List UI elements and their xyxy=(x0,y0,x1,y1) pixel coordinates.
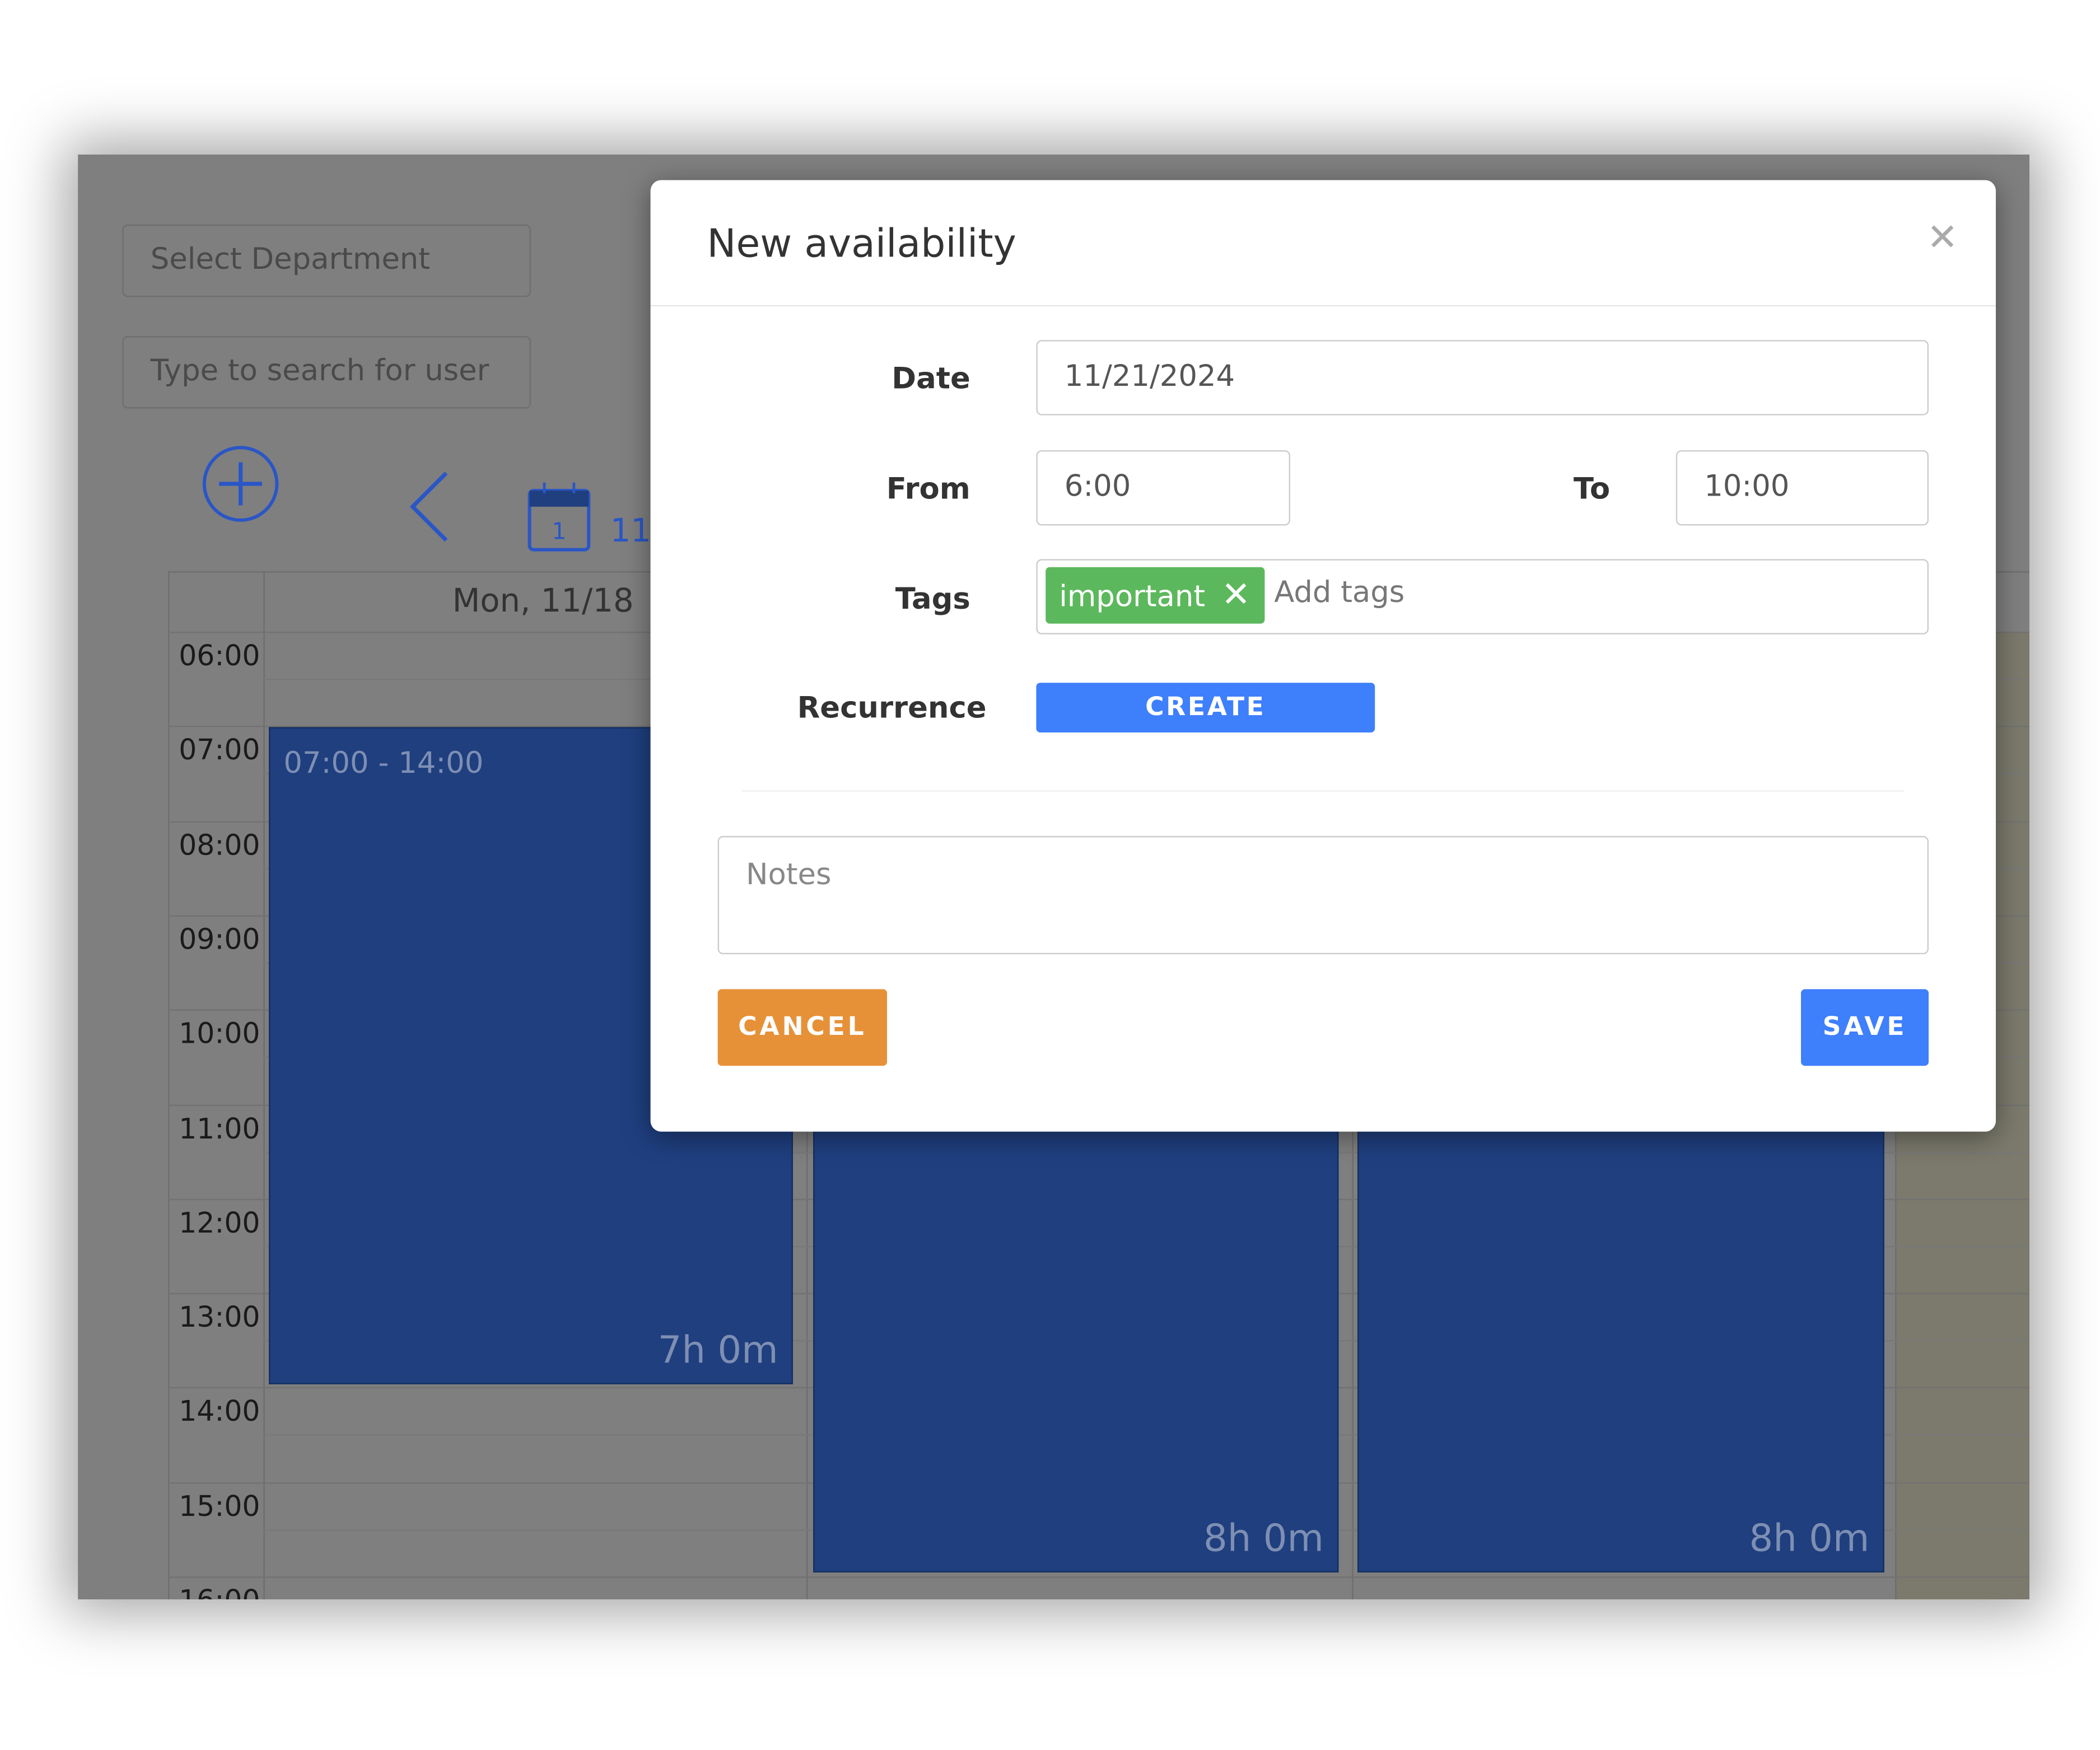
date-input[interactable]: 11/21/2024 xyxy=(1036,340,1929,415)
tag-label: important xyxy=(1059,581,1205,614)
from-label: From xyxy=(785,473,970,507)
hour-label: 07:00 xyxy=(179,734,260,767)
event-duration: 8h 0m xyxy=(1749,1516,1869,1560)
date-label: Date xyxy=(785,363,970,396)
hour-label: 16:00 xyxy=(179,1585,260,1599)
new-availability-dialog: New availability ✕ Date 11/21/2024 From … xyxy=(651,180,1996,1132)
hour-label: 09:00 xyxy=(179,923,260,956)
close-icon[interactable]: ✕ xyxy=(1926,215,1958,259)
divider xyxy=(742,790,1905,791)
chevron-left-icon[interactable] xyxy=(406,469,454,544)
svg-text:1: 1 xyxy=(552,517,566,544)
event-time-range: 07:00 - 14:00 xyxy=(283,747,483,781)
hour-label: 10:00 xyxy=(179,1018,260,1050)
hour-label: 11:00 xyxy=(179,1112,260,1145)
remove-tag-icon[interactable]: ✕ xyxy=(1221,575,1250,615)
grid-line xyxy=(263,571,264,1599)
hour-line xyxy=(168,1576,2029,1578)
to-label: To xyxy=(1511,473,1611,507)
save-button[interactable]: SAVE xyxy=(1801,989,1929,1066)
notes-textarea[interactable]: Notes xyxy=(718,836,1929,954)
add-tags-placeholder: Add tags xyxy=(1274,558,1404,631)
from-time-input[interactable]: 6:00 xyxy=(1036,450,1290,525)
hour-label: 13:00 xyxy=(179,1301,260,1333)
tags-input[interactable]: important ✕ Add tags xyxy=(1036,559,1929,634)
create-recurrence-button[interactable]: CREATE RECURRENCE xyxy=(1036,683,1375,732)
divider xyxy=(651,305,1996,306)
dialog-title: New availability xyxy=(707,221,1016,267)
event-duration: 8h 0m xyxy=(1203,1516,1324,1560)
user-search-input[interactable]: Type to search for user xyxy=(122,336,531,409)
add-circle-icon[interactable] xyxy=(202,445,279,522)
cancel-button[interactable]: CANCEL xyxy=(718,989,887,1066)
hour-label: 14:00 xyxy=(179,1396,260,1428)
to-time-input[interactable]: 10:00 xyxy=(1676,450,1929,525)
hour-label: 08:00 xyxy=(179,829,260,861)
calendar-icon[interactable]: 1 xyxy=(527,480,594,554)
tags-label: Tags xyxy=(785,584,970,617)
event-duration: 7h 0m xyxy=(658,1328,778,1372)
hour-label: 06:00 xyxy=(179,640,260,672)
recurrence-label: Recurrence xyxy=(758,692,987,726)
grid-line xyxy=(168,571,169,1599)
tag-chip: important ✕ xyxy=(1046,567,1264,624)
hour-label: 15:00 xyxy=(179,1490,260,1523)
department-select[interactable]: Select Department xyxy=(122,225,531,297)
hour-label: 12:00 xyxy=(179,1207,260,1239)
